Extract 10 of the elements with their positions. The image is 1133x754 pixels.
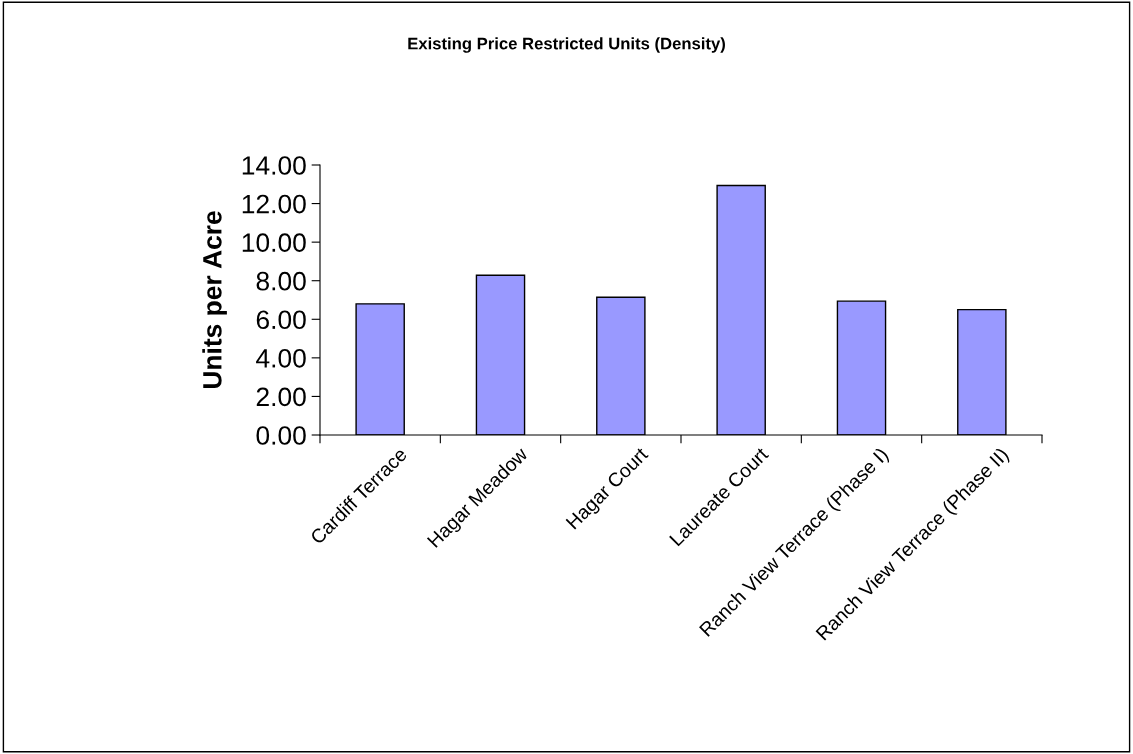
y-tick-label: 12.00 (242, 194, 306, 214)
y-tick-label: 4.00 (256, 348, 306, 368)
y-axis-title: Units per Acre (202, 211, 227, 389)
y-tick-label: 6.00 (256, 310, 306, 330)
y-tick-label: 14.00 (242, 156, 306, 175)
y-tick-label: 10.00 (242, 233, 306, 252)
y-tick-label: 0.00 (256, 426, 306, 445)
y-tick-label: 2.00 (256, 387, 306, 407)
y-tick-label: 8.00 (256, 271, 306, 291)
chart-title: Existing Price Restricted Units (Density) (408, 37, 725, 53)
